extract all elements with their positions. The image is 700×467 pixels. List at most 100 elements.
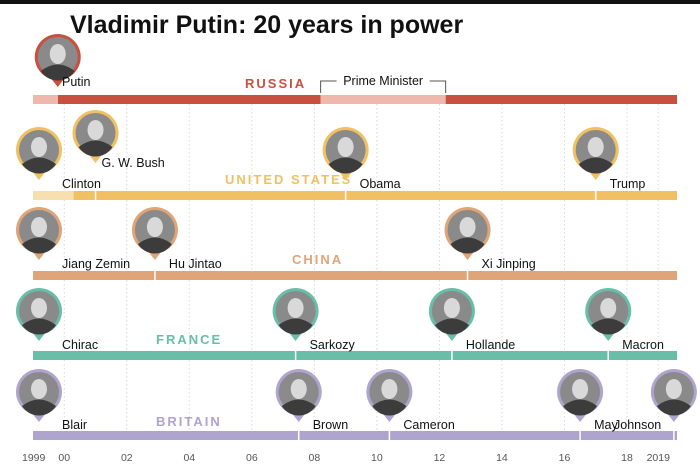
bracket-right: [429, 80, 447, 93]
portrait-face: [443, 298, 460, 318]
timeline-bar-segment: [33, 351, 677, 360]
portrait-face: [587, 137, 604, 157]
bracket-left: [320, 80, 337, 93]
timeline-bar-segment: [73, 191, 678, 200]
x-tick-label: 12: [434, 452, 446, 464]
portrait-face: [287, 298, 304, 318]
portrait-shoulders: [137, 237, 172, 254]
leader-name: Brown: [313, 418, 348, 432]
portrait-face: [459, 217, 476, 237]
leader-name: Blair: [62, 418, 87, 432]
leader-portrait-pin: [366, 369, 413, 422]
leader-name: Johnson: [614, 418, 661, 432]
x-tick-label: 1999: [22, 452, 46, 464]
portrait-face: [290, 379, 307, 399]
leader-name: Sarkozy: [310, 338, 356, 352]
portrait-shoulders: [591, 318, 626, 335]
rows: RUSSIA Prime Minister Putin UNITED STATES Cl…: [16, 34, 697, 440]
leader-name: Cameron: [403, 418, 454, 432]
leader-portrait-pin: [275, 369, 322, 422]
portrait-shoulders: [281, 399, 316, 416]
x-tick-label: 2019: [647, 452, 671, 464]
portrait-shoulders: [563, 399, 598, 416]
portrait-face: [665, 379, 682, 399]
x-tick-label: 14: [496, 452, 508, 464]
x-tick-label: 04: [183, 452, 195, 464]
x-tick-label: 06: [246, 452, 258, 464]
annotation-label: Prime Minister: [343, 74, 423, 88]
leader-name: Trump: [610, 177, 646, 191]
leader-portrait-pin: [16, 288, 62, 341]
leader-name: Hollande: [466, 338, 515, 352]
portrait-face: [31, 379, 47, 399]
portrait-shoulders: [22, 318, 56, 335]
leader-name: Chirac: [62, 338, 98, 352]
leader-name: Putin: [62, 75, 91, 89]
portrait-shoulders: [578, 157, 613, 174]
timeline-bar-segment: [445, 95, 677, 104]
leader-portrait-pin: [322, 127, 369, 180]
leader-name: G. W. Bush: [102, 156, 165, 170]
row-china: CHINA Jiang Zemin Hu Jintao Xi Jinping: [16, 207, 677, 280]
leader-portrait-pin: [16, 369, 62, 422]
row-russia: RUSSIA Prime Minister Putin: [33, 34, 677, 104]
portrait-shoulders: [40, 64, 75, 81]
leader-name: Jiang Zemin: [62, 257, 130, 271]
country-label: RUSSIA: [245, 76, 306, 91]
portrait-shoulders: [22, 237, 56, 254]
country-label: UNITED STATES: [225, 172, 352, 187]
timeline-bar-segment: [320, 95, 446, 104]
leader-portrait-pin: [572, 127, 619, 180]
portrait-face: [87, 120, 104, 140]
x-tick-label: 00: [58, 452, 70, 464]
portrait-face: [49, 44, 66, 64]
x-tick-label: 16: [559, 452, 571, 464]
leader-name: Hu Jintao: [169, 257, 222, 271]
prime-minister-bracket: Prime Minister: [320, 74, 447, 93]
leader-name: May: [594, 418, 618, 432]
portrait-shoulders: [450, 237, 485, 254]
x-tick-label: 18: [621, 452, 633, 464]
gridlines: [63, 100, 659, 440]
leader-portrait-pin: [16, 127, 62, 180]
leader-portrait-pin: [72, 110, 119, 163]
leader-portrait-pin: [585, 288, 632, 341]
leader-name: Xi Jinping: [482, 257, 536, 271]
timeline-bar-segment: [58, 95, 321, 104]
x-tick-label: 02: [121, 452, 133, 464]
leader-portrait-pin: [16, 207, 62, 260]
leader-portrait-pin: [34, 34, 81, 87]
portrait-shoulders: [656, 399, 691, 416]
timeline-bar-segment: [33, 95, 59, 104]
portrait-shoulders: [278, 318, 313, 335]
portrait-face: [381, 379, 398, 399]
leader-name: Macron: [622, 338, 664, 352]
leader-name: Clinton: [62, 177, 101, 191]
portrait-face: [31, 217, 47, 237]
portrait-face: [600, 298, 617, 318]
portrait-face: [31, 298, 47, 318]
portrait-face: [31, 137, 47, 157]
timeline-bar-segment: [33, 271, 677, 280]
country-label: CHINA: [292, 252, 343, 267]
leader-portrait-pin: [444, 207, 491, 260]
portrait-shoulders: [22, 157, 56, 174]
portrait-shoulders: [372, 399, 407, 416]
leader-portrait-pin: [650, 369, 697, 422]
leader-portrait-pin: [131, 207, 178, 260]
row-france: FRANCE Chirac Sarkozy Hollande Macron: [16, 288, 677, 360]
chart-title: Vladimir Putin: 20 years in power: [70, 11, 463, 39]
leader-portrait-pin: [272, 288, 319, 341]
x-tick-label: 10: [371, 452, 383, 464]
portrait-shoulders: [434, 318, 469, 335]
portrait-face: [337, 137, 354, 157]
portrait-face: [146, 217, 163, 237]
timeline-bar-segment: [33, 191, 74, 200]
portrait-shoulders: [78, 140, 113, 157]
x-tick-label: 08: [309, 452, 321, 464]
portrait-face: [572, 379, 589, 399]
country-label: BRITAIN: [156, 414, 222, 429]
x-axis-ticks: 1999 00 02 04 06 08 10 12 14 16 18 2019: [22, 452, 670, 464]
